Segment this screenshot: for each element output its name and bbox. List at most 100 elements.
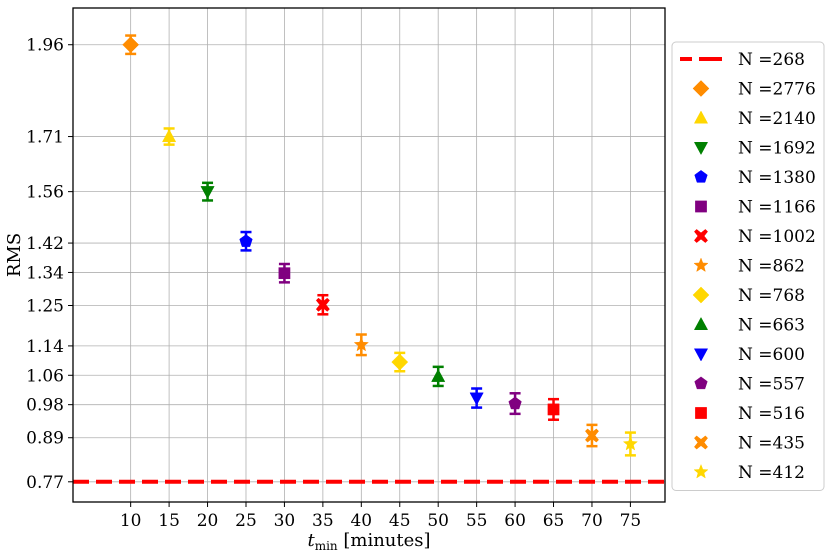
data-points: [122, 34, 639, 457]
legend-label: N =600: [738, 345, 805, 365]
plot-frame: [72, 7, 666, 503]
legend-entry: N =1380: [694, 168, 816, 188]
legend-label: N =2776: [738, 80, 816, 100]
x-tick-label: 75: [620, 511, 642, 531]
legend-entry: N =1692: [693, 139, 816, 159]
series-point: [162, 127, 177, 146]
x-tick-label: 65: [543, 511, 565, 531]
legend-marker: [695, 200, 707, 213]
legend-label: N =557: [738, 375, 805, 395]
x-tick-label: 70: [581, 511, 603, 531]
x-tick-label: 35: [312, 511, 334, 531]
legend-label: N =1692: [738, 139, 816, 159]
legend-label: N =663: [738, 316, 805, 336]
y-tick-label: 1.06: [26, 366, 64, 386]
legend-marker: [695, 407, 707, 419]
series-point: [353, 333, 369, 357]
y-tick-label: 1.25: [26, 297, 64, 317]
series-point: [584, 423, 599, 448]
x-tick-label: 40: [350, 511, 372, 531]
legend-label: N =268: [738, 50, 805, 70]
series-point: [469, 387, 484, 409]
x-tick-label: 45: [389, 511, 411, 531]
y-tick-label: 1.96: [26, 36, 64, 56]
legend-label: N =1002: [738, 227, 816, 247]
y-tick-label: 0.77: [26, 473, 64, 493]
y-tick-label: 1.14: [26, 337, 64, 357]
x-axis-ticks: 10 15 20 25 30 35 40 45 50 55 60 65 70 75: [120, 502, 641, 531]
grid-lines: [73, 8, 665, 502]
data-point-marker: [508, 396, 522, 410]
series-point: [315, 293, 330, 316]
data-point-marker: [315, 297, 330, 312]
series-point: [278, 262, 291, 284]
y-tick-label: 1.56: [26, 183, 64, 203]
legend-marker: [694, 170, 708, 183]
legend-label: N =1380: [738, 168, 816, 188]
legend-marker: [694, 435, 708, 450]
x-tick-label: 55: [466, 511, 488, 531]
legend-marker: [693, 316, 709, 330]
x-tick-label: 30: [274, 511, 296, 531]
legend-entry: N =2776: [692, 80, 816, 100]
x-axis-label-main: t: [307, 530, 315, 551]
legend-marker: [693, 142, 709, 156]
data-point-marker: [622, 435, 639, 451]
series-point: [122, 34, 140, 56]
x-axis-label-rest: [minutes]: [338, 530, 431, 551]
legend-marker: [693, 110, 709, 124]
legend-label: N =435: [738, 434, 805, 454]
legend-entry: N =600: [693, 345, 805, 365]
series-point: [431, 365, 446, 388]
data-point-marker: [200, 186, 215, 200]
legend-entry: N =516: [695, 404, 805, 424]
legend-entry: N =862: [693, 257, 805, 277]
legend-marker: [693, 257, 709, 273]
x-tick-label: 25: [235, 511, 257, 531]
legend-entry-reference: N =268: [680, 50, 805, 70]
legend-marker: [692, 80, 710, 97]
x-tick-label: 15: [158, 511, 180, 531]
y-axis-ticks: 0.77 0.89 0.98 1.06 1.14 1.25 1.34 1.42 1.56 1.71…: [26, 36, 73, 493]
x-tick-label: 10: [120, 511, 142, 531]
data-point-marker: [122, 36, 140, 54]
series-point: [547, 397, 560, 421]
legend-label: N =862: [738, 257, 805, 277]
data-point-marker: [353, 336, 369, 352]
legend-entry: N =2140: [693, 109, 816, 129]
data-point-marker: [239, 234, 253, 247]
series-point: [622, 431, 639, 457]
legend-label: N =2140: [738, 109, 816, 129]
y-tick-label: 1.71: [26, 128, 64, 148]
x-tick-label: 20: [197, 511, 219, 531]
legend-label: N =1166: [738, 198, 816, 218]
legend-entry: N =663: [693, 316, 805, 336]
y-axis-label: RMS: [4, 233, 25, 277]
legend-marker: [693, 348, 709, 362]
legend-marker: [694, 376, 708, 390]
legend-entry: N =768: [692, 286, 805, 306]
legend-entry: N =1166: [695, 198, 816, 218]
legend-marker: [693, 463, 709, 479]
series-point: [508, 392, 522, 416]
legend-label: N =516: [738, 404, 805, 424]
legend-entry: N =435: [694, 434, 805, 454]
x-axis-label-sub: min: [315, 539, 338, 553]
data-point-marker: [584, 428, 599, 443]
legend-entry: N =1002: [694, 227, 816, 247]
y-tick-label: 1.34: [26, 263, 64, 283]
legend-entry: N =412: [693, 463, 805, 483]
series-point: [239, 230, 253, 252]
data-point-marker: [431, 368, 446, 382]
legend-marker: [694, 229, 708, 243]
legend-marker: [692, 286, 710, 304]
legend-box: [671, 41, 825, 491]
legend-entry: N =557: [694, 375, 805, 395]
data-point-marker: [162, 129, 177, 143]
data-point-marker: [469, 392, 484, 406]
y-tick-label: 1.42: [26, 234, 64, 254]
legend: N =268 N =2776 N =2140 N =1692 N =1380 N =116…: [671, 41, 825, 491]
x-tick-label: 50: [427, 511, 449, 531]
series-point: [200, 181, 215, 202]
